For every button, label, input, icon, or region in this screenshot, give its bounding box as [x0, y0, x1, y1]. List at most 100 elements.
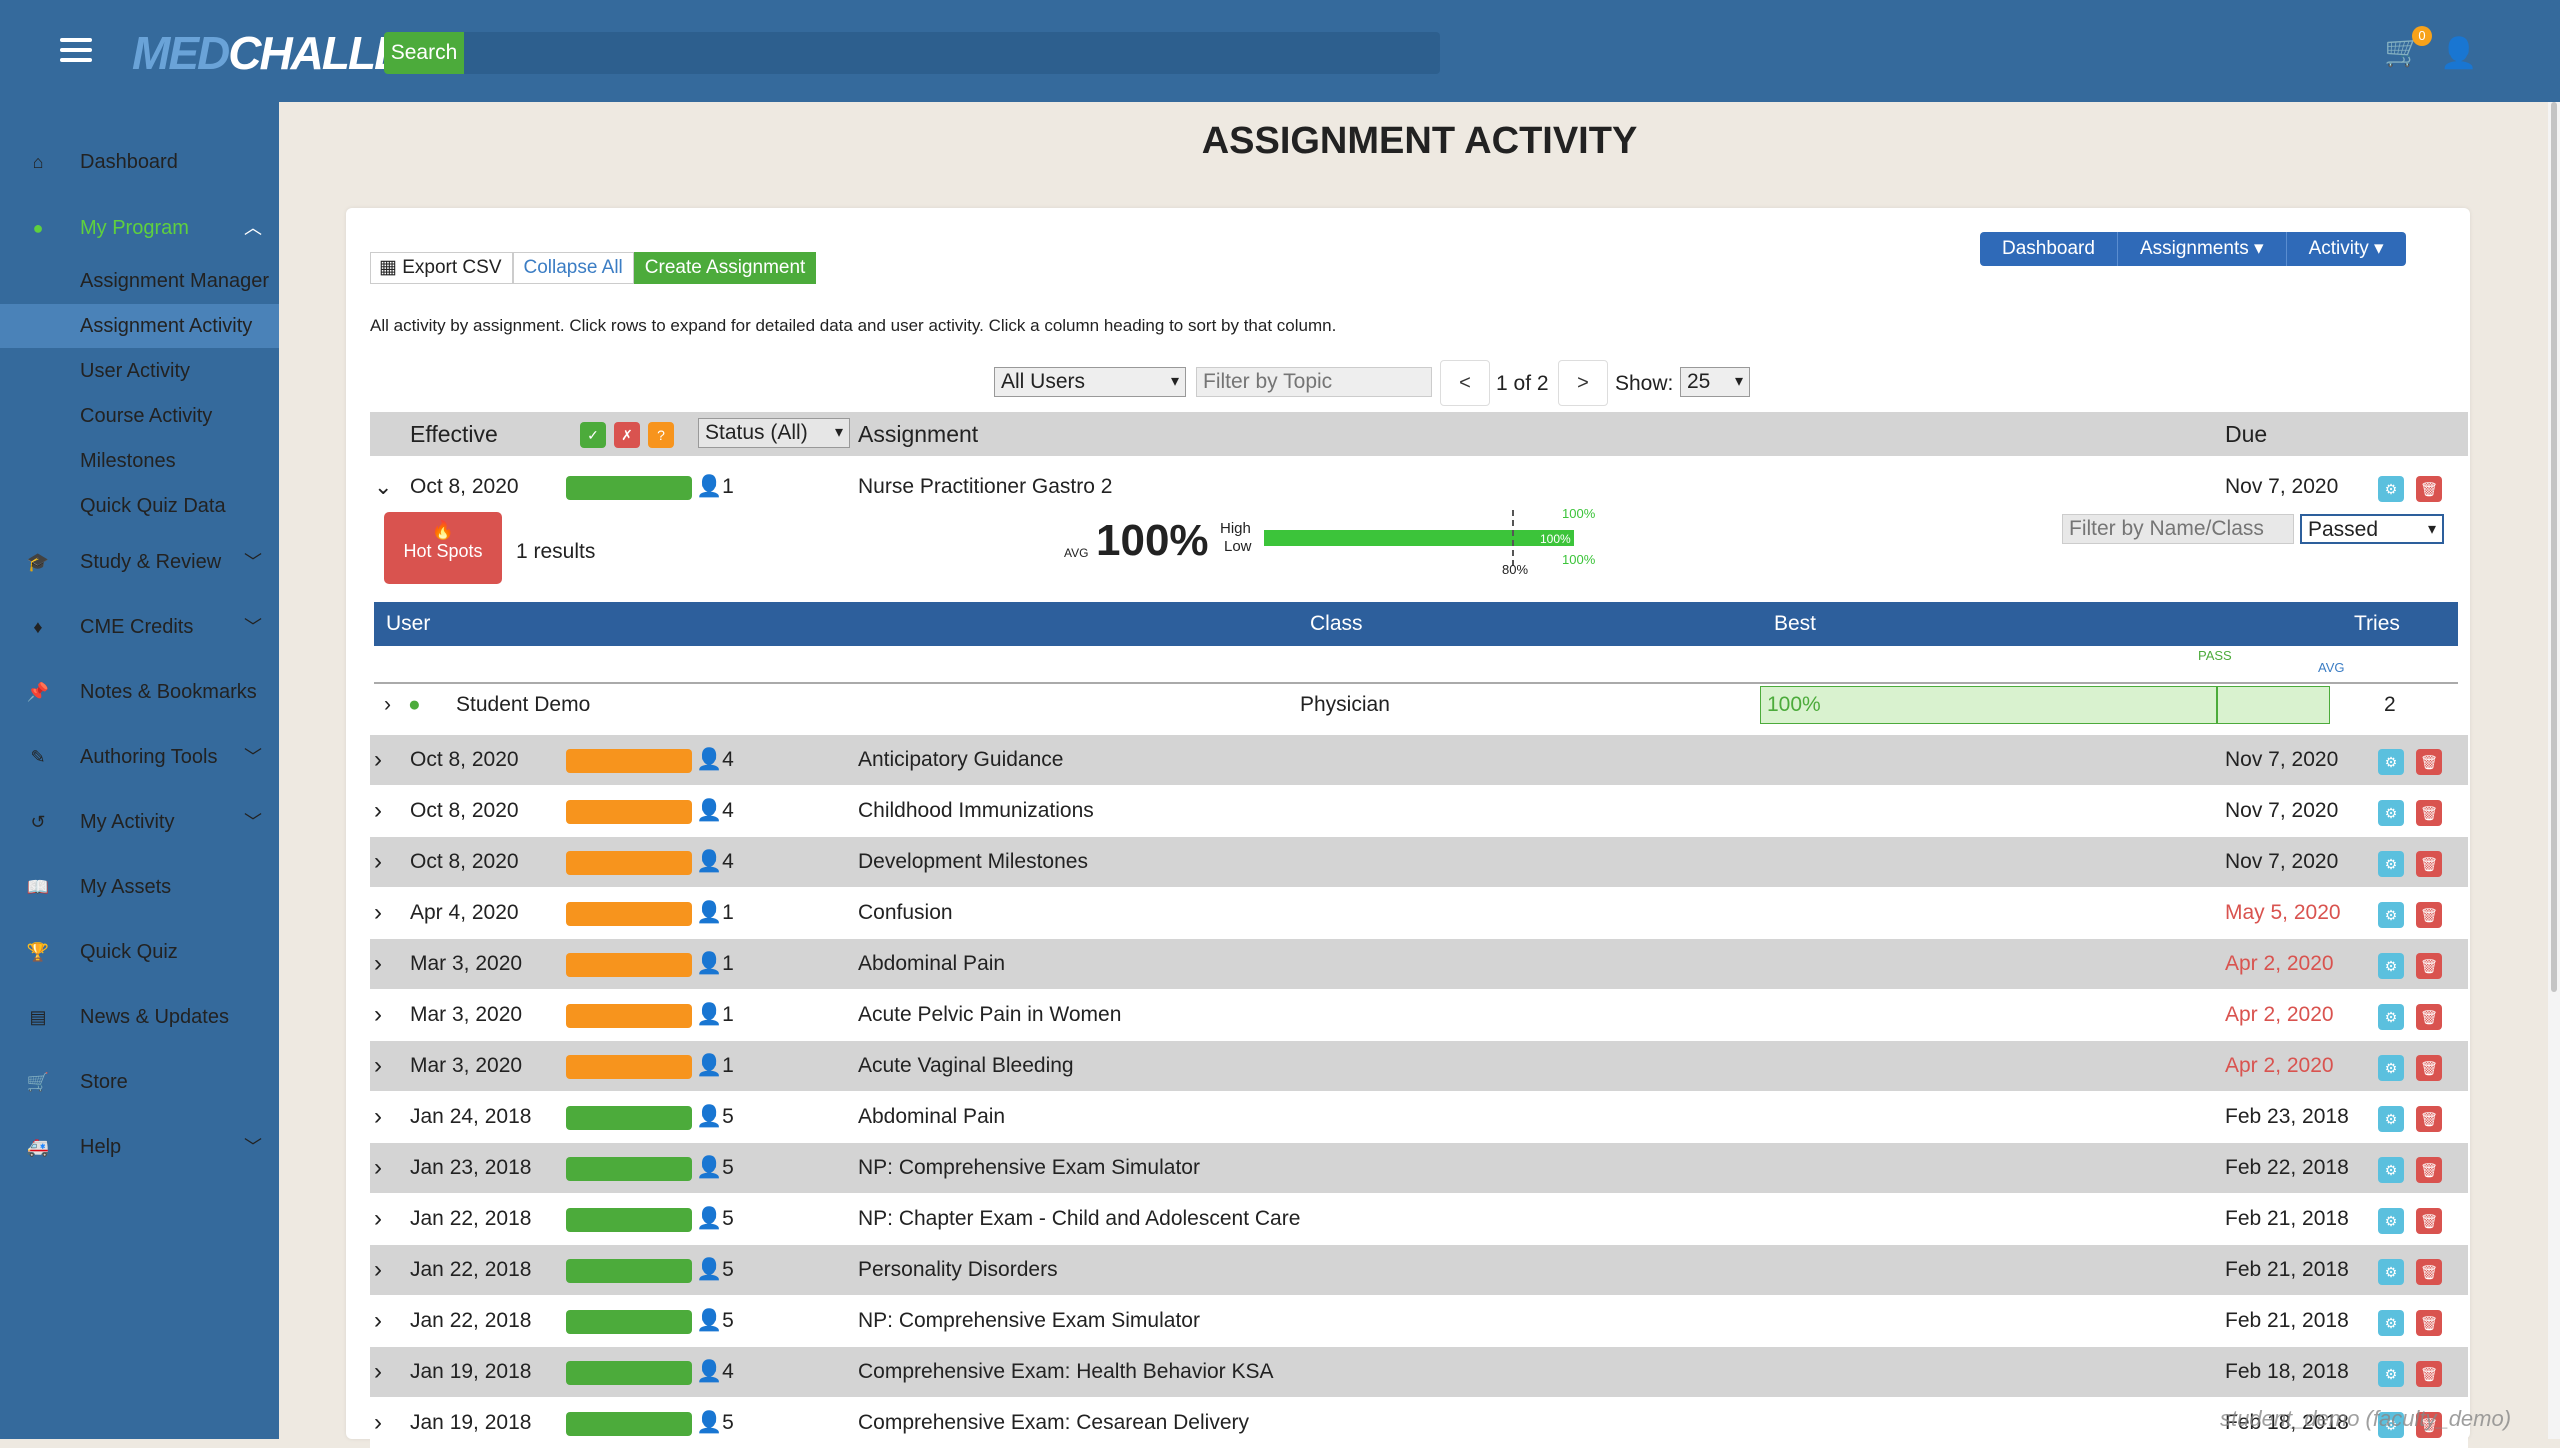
table-row[interactable]: › Mar 3, 2020 👤1 Acute Vaginal Bleeding Apr … [370, 1041, 2468, 1091]
sidebar-item-quick-quiz[interactable]: 🏆 Quick Quiz [0, 932, 279, 972]
chevron-right-icon[interactable]: › [374, 1256, 382, 1283]
sidebar-sub-quick-quiz-data[interactable]: Quick Quiz Data [80, 495, 226, 517]
sidebar-sub-milestones[interactable]: Milestones [80, 450, 176, 472]
settings-icon[interactable]: ⚙ [2378, 1004, 2404, 1030]
table-row[interactable]: › Jan 19, 2018 👤4 Comprehensive Exam: Healt… [370, 1347, 2468, 1397]
sidebar-item-store[interactable]: 🛒 Store [0, 1062, 279, 1102]
table-row[interactable]: › Jan 22, 2018 👤5 NP: Chapter Exam - Child … [370, 1194, 2468, 1244]
export-csv-button[interactable]: ▦ Export CSV [370, 252, 513, 284]
chevron-right-icon[interactable]: › [374, 1205, 382, 1232]
sidebar-item-cme-credits[interactable]: ♦ CME Credits ﹀ [0, 607, 279, 647]
nav-activity-dropdown[interactable]: Activity ▾ [2308, 238, 2384, 259]
search-input[interactable] [464, 32, 1440, 74]
chevron-right-icon[interactable]: › [374, 848, 382, 875]
create-assignment-button[interactable]: Create Assignment [633, 252, 817, 284]
search-button[interactable]: Search [384, 32, 464, 74]
user-icon[interactable]: 👤 [2440, 37, 2478, 70]
hot-spots-button[interactable]: 🔥 Hot Spots [384, 512, 502, 584]
nav-assignments-dropdown[interactable]: Assignments ▾ [2118, 232, 2287, 266]
table-row[interactable]: › Jan 19, 2018 👤5 Comprehensive Exam: Cesar… [370, 1398, 2468, 1448]
tries-header[interactable]: Tries [2354, 612, 2400, 635]
settings-icon[interactable]: ⚙ [2378, 1259, 2404, 1285]
collapse-all-button[interactable]: Collapse All [512, 252, 634, 284]
passed-select[interactable]: Passed ▾ [2300, 514, 2444, 544]
chevron-down-icon[interactable]: ⌄ [374, 474, 393, 499]
delete-icon[interactable]: 🗑 [2416, 749, 2442, 775]
delete-icon[interactable]: 🗑 [2416, 1412, 2442, 1438]
settings-icon[interactable]: ⚙ [2378, 1361, 2404, 1387]
nav-dashboard-button[interactable]: Dashboard [1980, 232, 2118, 266]
settings-icon[interactable]: ⚙ [2378, 1106, 2404, 1132]
table-row[interactable]: › Oct 8, 2020 👤4 Anticipatory Guidance Nov 7… [370, 735, 2468, 785]
chevron-right-icon[interactable]: › [374, 1103, 382, 1130]
prev-page-button[interactable]: < [1440, 360, 1490, 406]
delete-icon[interactable]: 🗑 [2416, 800, 2442, 826]
settings-icon[interactable]: ⚙ [2378, 851, 2404, 877]
settings-icon[interactable]: ⚙ [2378, 1157, 2404, 1183]
table-row[interactable]: ⌄ Oct 8, 2020 👤1 Nurse Practitioner Gast… [370, 462, 2468, 512]
table-row[interactable]: › Jan 22, 2018 👤5 Personality Disorders Feb … [370, 1245, 2468, 1295]
chevron-right-icon[interactable]: › [374, 1052, 382, 1079]
x-icon[interactable]: ✗ [614, 422, 640, 448]
chevron-right-icon[interactable]: › [374, 1358, 382, 1385]
name-class-filter-input[interactable] [2062, 514, 2294, 544]
chevron-right-icon[interactable]: › [374, 899, 382, 926]
sidebar-item-dashboard[interactable]: ⌂ Dashboard [0, 142, 279, 182]
sidebar-item-notes-bookmarks[interactable]: 📌 Notes & Bookmarks [0, 672, 279, 712]
delete-icon[interactable]: 🗑 [2416, 1310, 2442, 1336]
chevron-right-icon[interactable]: › [374, 1001, 382, 1028]
delete-icon[interactable]: 🗑 [2416, 1106, 2442, 1132]
class-header[interactable]: Class [1310, 612, 1363, 635]
settings-icon[interactable]: ⚙ [2378, 902, 2404, 928]
delete-icon[interactable]: 🗑 [2416, 1361, 2442, 1387]
users-select[interactable]: All Users ▾ [994, 367, 1186, 397]
settings-icon[interactable]: ⚙ [2378, 800, 2404, 826]
delete-icon[interactable]: 🗑 [2416, 476, 2442, 502]
sidebar-item-authoring-tools[interactable]: ✎ Authoring Tools ﹀ [0, 737, 279, 777]
delete-icon[interactable]: 🗑 [2416, 1055, 2442, 1081]
delete-icon[interactable]: 🗑 [2416, 851, 2442, 877]
chevron-right-icon[interactable]: › [374, 746, 382, 773]
delete-icon[interactable]: 🗑 [2416, 1208, 2442, 1234]
table-row[interactable]: › Oct 8, 2020 👤4 Childhood Immunizations Nov… [370, 786, 2468, 836]
sidebar-item-my-activity[interactable]: ↺ My Activity ﹀ [0, 802, 279, 842]
table-row[interactable]: › Jan 23, 2018 👤5 NP: Comprehensive Exam Si… [370, 1143, 2468, 1193]
table-row[interactable]: › Jan 22, 2018 👤5 NP: Comprehensive Exam Si… [370, 1296, 2468, 1346]
settings-icon[interactable]: ⚙ [2378, 1055, 2404, 1081]
delete-icon[interactable]: 🗑 [2416, 1259, 2442, 1285]
sidebar-item-help[interactable]: 🚑 Help ﹀ [0, 1127, 279, 1167]
assignment-header[interactable]: Assignment [858, 421, 979, 447]
sidebar-item-my-assets[interactable]: 📖 My Assets [0, 867, 279, 907]
delete-icon[interactable]: 🗑 [2416, 1157, 2442, 1183]
table-row[interactable]: › Oct 8, 2020 👤4 Development Milestones Nov … [370, 837, 2468, 887]
chevron-right-icon[interactable]: › [374, 797, 382, 824]
sidebar-sub-course-activity[interactable]: Course Activity [80, 405, 213, 427]
table-row[interactable]: › Mar 3, 2020 👤1 Acute Pelvic Pain in Women… [370, 990, 2468, 1040]
due-header[interactable]: Due [2225, 421, 2268, 447]
status-select[interactable]: Status (All) ▾ [698, 418, 850, 448]
settings-icon[interactable]: ⚙ [2378, 953, 2404, 979]
settings-icon[interactable]: ⚙ [2378, 476, 2404, 502]
table-row[interactable]: › Mar 3, 2020 👤1 Abdominal Pain Apr 2, 2020 ⚙… [370, 939, 2468, 989]
table-row[interactable]: › Apr 4, 2020 👤1 Confusion May 5, 2020 ⚙ 🗑 [370, 888, 2468, 938]
page-size-select[interactable]: 25 ▾ [1680, 367, 1750, 397]
sidebar-item-my-program[interactable]: ● My Program ︿ [0, 208, 279, 248]
sidebar-sub-assignment-activity[interactable]: Assignment Activity [0, 304, 279, 348]
sidebar-sub-user-activity[interactable]: User Activity [80, 360, 191, 382]
chevron-right-icon[interactable]: › [384, 693, 391, 716]
settings-icon[interactable]: ⚙ [2378, 749, 2404, 775]
delete-icon[interactable]: 🗑 [2416, 902, 2442, 928]
chevron-right-icon[interactable]: › [374, 1409, 382, 1436]
chevron-right-icon[interactable]: › [374, 950, 382, 977]
chevron-right-icon[interactable]: › [374, 1154, 382, 1181]
table-row[interactable]: › Jan 24, 2018 👤5 Abdominal Pain Feb 23, 201… [370, 1092, 2468, 1142]
chevron-right-icon[interactable]: › [374, 1307, 382, 1334]
delete-icon[interactable]: 🗑 [2416, 1004, 2442, 1030]
user-header[interactable]: User [386, 612, 431, 635]
sidebar-item-news-updates[interactable]: ▤ News & Updates [0, 997, 279, 1037]
settings-icon[interactable]: ⚙ [2378, 1310, 2404, 1336]
effective-header[interactable]: Effective [410, 421, 498, 447]
best-header[interactable]: Best [1774, 612, 1817, 635]
next-page-button[interactable]: > [1558, 360, 1608, 406]
settings-icon[interactable]: ⚙ [2378, 1208, 2404, 1234]
